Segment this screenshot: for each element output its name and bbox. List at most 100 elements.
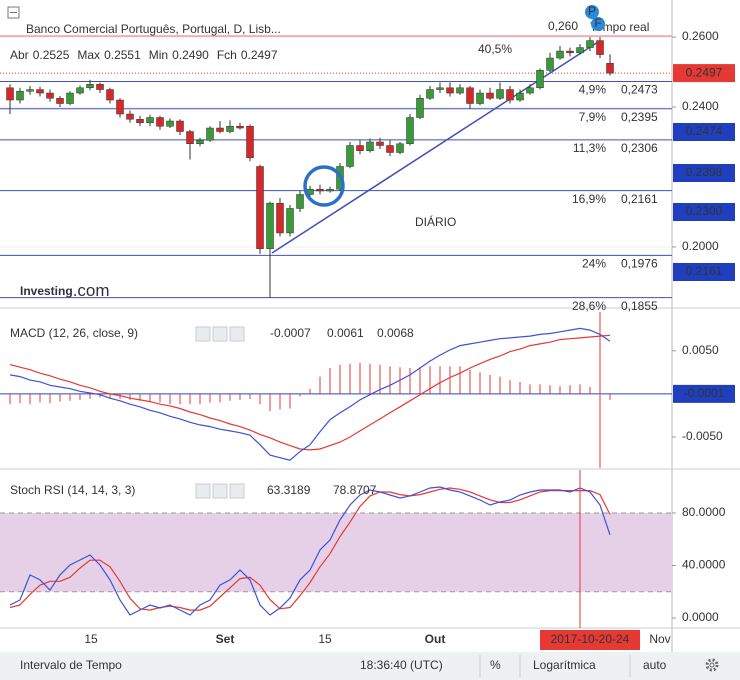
annotation-price: 0,260 [548,19,578,33]
candle-body [106,89,114,101]
chart-layer: 0.2600 0.2400 0.2000 4,9% 0,2473 7,9% 0,2395 11… [0,4,735,650]
footer-time: 18:36:40 (UTC) [360,658,443,672]
candle-body [466,87,474,104]
y-tick-label: 0.0000 [682,610,719,624]
candle-body [446,87,454,94]
fib-price: 0,2306 [621,141,658,155]
ohlc-value: 0.2490 [172,48,209,62]
fib-percent: 16,9% [572,192,606,206]
candle-body [436,87,444,90]
legend-button[interactable] [229,326,245,342]
candle-body [276,202,284,234]
ohlc-value: 0.2551 [104,48,141,62]
legend-button[interactable] [195,483,211,499]
zero-badge [673,384,735,403]
gear[interactable] [705,658,719,672]
candle-body [226,126,234,132]
marker-f [591,17,605,31]
macd-readout: 0.0061 [327,326,364,340]
candle-body [566,50,574,54]
candle-body [6,87,14,101]
candle-body [546,57,554,71]
candle-body [456,87,464,94]
fib-percent: 28,6% [572,299,606,313]
ohlc-label: Fch [217,48,237,62]
k-readout: 63.3189 [267,483,311,497]
candle-body [426,89,434,99]
legend-buttons [195,483,245,499]
settings-icon[interactable] [705,658,719,672]
signal-readout: 0.0068 [377,326,414,340]
signal-line [9,334,611,451]
cursor-date: 2017-10-20-24 [551,632,630,646]
candle-body [136,119,144,124]
x-tick-label: 15 [84,632,98,646]
y-tick-label: 0.2600 [682,29,719,43]
indicator-title: Stoch RSI (14, 14, 3, 3) [10,483,135,497]
k-line [9,486,611,616]
fib-percent: 4,9% [579,83,607,97]
candle-body [56,98,64,104]
d-line [9,487,611,611]
last-price-badge [673,64,735,83]
x-tick-label: 15 [318,632,332,646]
axis-badge [673,164,735,182]
footer-auto[interactable]: auto [643,658,667,672]
axis-badge-label: 0.2474 [686,124,723,138]
candle-body [256,166,264,249]
ohlc-label: Min [149,48,168,62]
fib-percent: 11,3% [573,141,606,155]
watermark-suffix: .com [73,281,110,300]
candle-body [16,91,24,101]
candle-body [496,89,504,99]
ohlc-label: Abr [10,48,29,62]
candle-body [26,89,34,92]
footer-interval[interactable]: Intervalo de Tempo [20,658,122,672]
axis-badge-label: 0.2398 [686,165,723,179]
candle-body [606,63,614,74]
candle-body [76,87,84,94]
legend-button[interactable] [212,483,228,499]
candle-body [166,120,174,127]
gear-hub[interactable] [709,662,715,668]
legend-button[interactable] [195,326,211,342]
candle-body [356,145,364,152]
footer-scale[interactable]: Logarítmica [533,658,596,672]
fib-price: 0,1976 [621,257,658,271]
candle-body [346,145,354,167]
candle-body [266,202,274,249]
axis-badge [673,203,735,221]
candle-body [576,47,584,54]
candle-body [186,131,194,145]
candle-body [326,188,334,192]
candle-body [366,141,374,152]
candle-body [396,143,404,153]
ohlc-value: 0.2525 [33,48,70,62]
legend-button[interactable] [229,483,245,499]
band [0,512,672,592]
candle-body [536,70,544,89]
axis-badge [673,263,735,281]
candle-body [146,117,154,124]
axis-badge [673,123,735,141]
cursor-date-badge [540,630,640,650]
candle-body [96,84,104,90]
candle-body [206,127,214,141]
footer-percent[interactable]: % [490,658,501,672]
x-tick-label: Set [216,632,235,646]
last-price-label: 0.2497 [686,65,723,79]
candle-body [596,40,604,55]
candle-body [66,92,74,104]
candle-body [176,120,184,132]
y-tick-label: 40.0000 [682,558,726,572]
fib-percent: 24% [582,257,606,271]
candle-body [286,208,294,234]
legend-button[interactable] [212,326,228,342]
marker-f-letter: F [594,16,601,30]
fib-price: 0,1855 [621,299,658,313]
y-tick-label: -0.0050 [682,429,723,443]
marker-p [585,5,599,19]
candle-body [386,145,394,153]
candle-body [476,92,484,104]
x-tick-label: Out [425,632,446,646]
